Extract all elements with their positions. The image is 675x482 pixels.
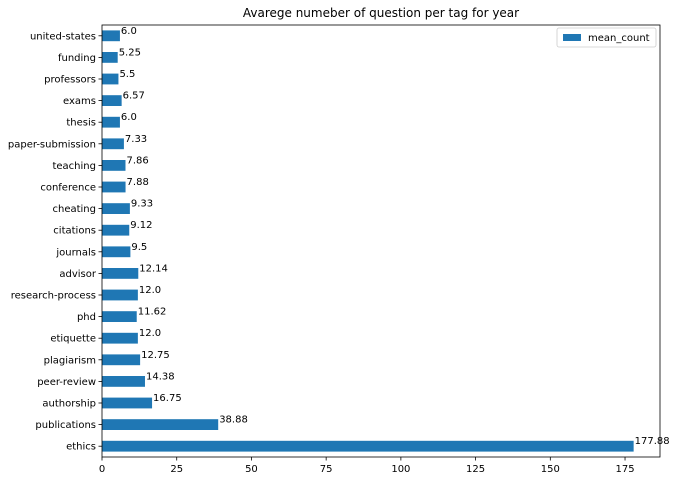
y-tick-label-professors: professors: [44, 75, 96, 86]
x-tick-label: 0: [99, 464, 105, 475]
y-tick-label-thesis: thesis: [66, 118, 96, 129]
legend: mean_count: [556, 27, 657, 48]
data-label-exams: 6.57: [123, 91, 145, 102]
data-label-advisor: 12.14: [139, 263, 168, 274]
y-tick-label-plagiarism: plagiarism: [44, 355, 96, 366]
x-tick-label: 125: [466, 464, 485, 475]
data-label-funding: 5.25: [119, 47, 141, 58]
bar-united-states: [102, 30, 120, 42]
data-label-united-states: 6.0: [121, 26, 137, 37]
x-tick-label: 100: [391, 464, 410, 475]
data-label-teaching: 7.86: [126, 155, 148, 166]
y-tick-label-exams: exams: [63, 96, 96, 107]
x-tick-label: 175: [615, 464, 634, 475]
data-label-plagiarism: 12.75: [141, 350, 170, 361]
y-tick-label-etiquette: etiquette: [50, 334, 96, 345]
y-tick-label-publications: publications: [35, 420, 96, 431]
data-label-professors: 5.5: [119, 69, 135, 80]
data-label-cheating: 9.33: [131, 199, 153, 210]
plot-frame: [101, 24, 661, 458]
bar-funding: [102, 52, 118, 63]
bar-peer-review: [102, 376, 145, 387]
y-tick-label-cheating: cheating: [52, 204, 96, 215]
bar-etiquette: [102, 332, 138, 344]
y-tick-label-ethics: ethics: [66, 442, 96, 453]
data-label-phd: 11.62: [138, 307, 167, 318]
bar-cheating: [102, 203, 130, 214]
bar-ethics: [102, 440, 634, 452]
y-tick-label-funding: funding: [58, 53, 96, 64]
legend-box: [556, 27, 657, 48]
data-label-publications: 38.88: [219, 415, 248, 426]
data-label-peer-review: 14.38: [146, 371, 175, 382]
bar-phd: [102, 311, 137, 322]
data-label-authorship: 16.75: [153, 393, 182, 404]
axes-layer: ethics publications authorship peer-review p…: [8, 24, 661, 475]
bar-conference: [102, 181, 126, 193]
y-tick-label-advisor: advisor: [59, 269, 97, 280]
y-tick-label-authorship: authorship: [42, 399, 96, 410]
y-tick-label-united-states: united-states: [30, 31, 96, 42]
bar-publications: [102, 419, 219, 430]
x-tick-label: 50: [245, 464, 258, 475]
bar-plagiarism: [102, 354, 141, 366]
data-label-journals: 9.5: [131, 242, 147, 253]
y-tick-label-journals: journals: [55, 247, 96, 258]
bar-paper-submission: [102, 138, 124, 150]
bars-layer: 177.88 38.88 16.75 14.38 12.75 12.0 11.62 12.0 1…: [102, 26, 670, 452]
y-tick-label-conference: conference: [40, 183, 96, 194]
bar-teaching: [102, 160, 126, 171]
y-tick-label-citations: citations: [53, 226, 96, 237]
data-label-research-process: 12.0: [139, 285, 161, 296]
legend-label: mean_count: [588, 33, 650, 44]
y-tick-label-research-process: research-process: [11, 291, 96, 302]
data-label-thesis: 6.0: [121, 112, 137, 123]
y-tick-label-paper-submission: paper-submission: [8, 139, 96, 150]
bar-advisor: [102, 268, 139, 279]
y-tick-label-teaching: teaching: [52, 161, 96, 172]
bar-citations: [102, 224, 130, 236]
data-label-citations: 9.12: [130, 220, 152, 231]
x-tick-label: 150: [541, 464, 560, 475]
y-tick-label-phd: phd: [77, 312, 96, 323]
x-tick-label: 75: [320, 464, 333, 475]
chart-title: Avarege numeber of question per tag for …: [243, 6, 519, 20]
bar-research-process: [102, 289, 138, 301]
bar-authorship: [102, 397, 153, 409]
data-label-ethics: 177.88: [635, 436, 670, 447]
bar-journals: [102, 246, 131, 258]
data-label-etiquette: 12.0: [139, 328, 161, 339]
bar-exams: [102, 95, 122, 106]
data-label-paper-submission: 7.33: [125, 134, 147, 145]
x-tick-label: 25: [170, 464, 183, 475]
bar-thesis: [102, 116, 120, 128]
data-label-conference: 7.88: [127, 177, 149, 188]
y-tick-label-peer-review: peer-review: [37, 377, 96, 388]
legend-swatch: [563, 34, 581, 41]
bar-professors: [102, 73, 119, 85]
